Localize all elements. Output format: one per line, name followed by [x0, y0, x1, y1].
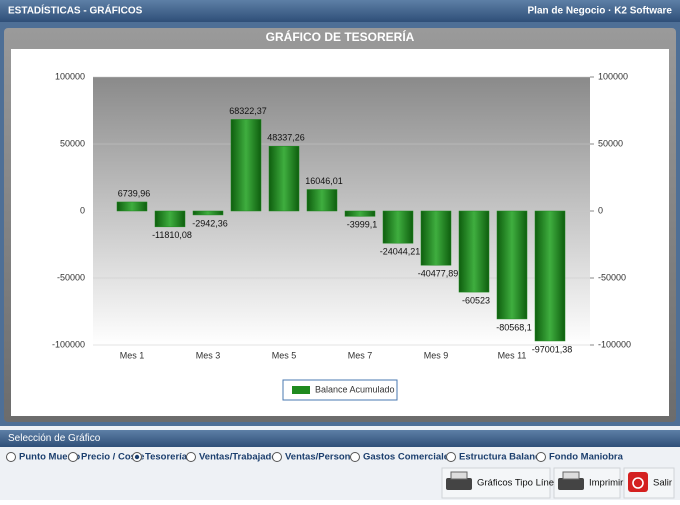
data-label: 16046,01	[305, 176, 343, 186]
app-name: Plan de Negocio · K2 Software	[528, 6, 673, 17]
radio-label[interactable]: Estructura Balance	[459, 452, 546, 463]
y2-tick-label: 0	[598, 205, 603, 215]
radio-label[interactable]: Punto Muerto	[19, 452, 80, 463]
printer-icon	[446, 478, 472, 490]
bar	[192, 210, 224, 216]
power-symbol	[632, 477, 644, 489]
bar	[268, 145, 300, 212]
radio-label[interactable]: Precio / Coste	[81, 452, 144, 463]
data-label: -24044,21	[380, 247, 421, 257]
radio-label[interactable]: Fondo Maniobra	[549, 452, 624, 463]
data-label: -2942,36	[192, 218, 228, 228]
y2-tick-label: -50000	[598, 272, 626, 282]
y-tick-label: 0	[80, 205, 85, 215]
y-tick-label: 50000	[60, 138, 85, 148]
bar	[344, 210, 376, 217]
button-label[interactable]: Salir	[653, 478, 672, 489]
printer-paper	[450, 471, 468, 480]
legend-label: Balance Acumulado	[315, 384, 395, 394]
x-tick-label: Mes 5	[272, 350, 297, 360]
data-label: -11810,08	[152, 230, 192, 240]
bar	[116, 201, 148, 212]
radio-button[interactable]	[536, 452, 546, 462]
printer-icon	[558, 478, 584, 490]
bar	[306, 189, 338, 212]
radio-label[interactable]: Ventas/Trabajador	[199, 452, 281, 463]
bar	[496, 210, 528, 320]
data-label: 48337,26	[267, 133, 305, 143]
radio-label[interactable]: Ventas/Personal	[285, 452, 358, 463]
printer-paper	[562, 471, 580, 480]
radio-button[interactable]	[272, 452, 282, 462]
x-tick-label: Mes 3	[196, 350, 221, 360]
screen-title: ESTADÍSTICAS - GRÁFICOS	[8, 4, 143, 17]
bar	[534, 210, 566, 342]
y2-tick-label: -100000	[598, 339, 631, 349]
data-label: 6739,96	[118, 188, 151, 198]
radio-dot	[134, 454, 140, 460]
selector-bar	[0, 430, 680, 447]
chart-title: GRÁFICO DE TESORERÍA	[266, 29, 415, 44]
data-label: -40477,89	[418, 269, 459, 279]
data-label: -97001,38	[532, 344, 573, 354]
bar	[230, 119, 262, 212]
y-tick-label: 100000	[55, 71, 85, 81]
y2-tick-label: 100000	[598, 71, 628, 81]
radio-button[interactable]	[68, 452, 78, 462]
legend-swatch	[292, 386, 310, 394]
radio-label[interactable]: Tesorería	[145, 452, 188, 463]
y2-tick-label: 50000	[598, 138, 623, 148]
selector-title: Selección de Gráfico	[8, 433, 101, 444]
data-label: 68322,37	[229, 106, 267, 116]
button-label[interactable]: Gráficos Tipo Línea	[477, 478, 560, 489]
data-label: -80568,1	[496, 322, 532, 332]
power-icon	[628, 472, 648, 492]
radio-button[interactable]	[186, 452, 196, 462]
x-tick-label: Mes 1	[120, 350, 145, 360]
x-tick-label: Mes 9	[424, 350, 449, 360]
data-label: -60523	[462, 295, 490, 305]
button-label[interactable]: Imprimir	[589, 478, 623, 489]
bar	[420, 210, 452, 266]
bar	[382, 210, 414, 244]
y-tick-label: -50000	[57, 272, 85, 282]
radio-button[interactable]	[350, 452, 360, 462]
data-label: -3999,1	[347, 220, 378, 230]
x-tick-label: Mes 7	[348, 350, 373, 360]
bar	[154, 210, 186, 228]
x-tick-label: Mes 11	[498, 350, 527, 360]
top-bar	[0, 0, 680, 22]
radio-button[interactable]	[446, 452, 456, 462]
legend	[282, 379, 398, 401]
radio-button[interactable]	[6, 452, 16, 462]
radio-label[interactable]: Gastos Comerciales	[363, 452, 454, 463]
bar	[458, 210, 490, 293]
y-tick-label: -100000	[52, 339, 85, 349]
